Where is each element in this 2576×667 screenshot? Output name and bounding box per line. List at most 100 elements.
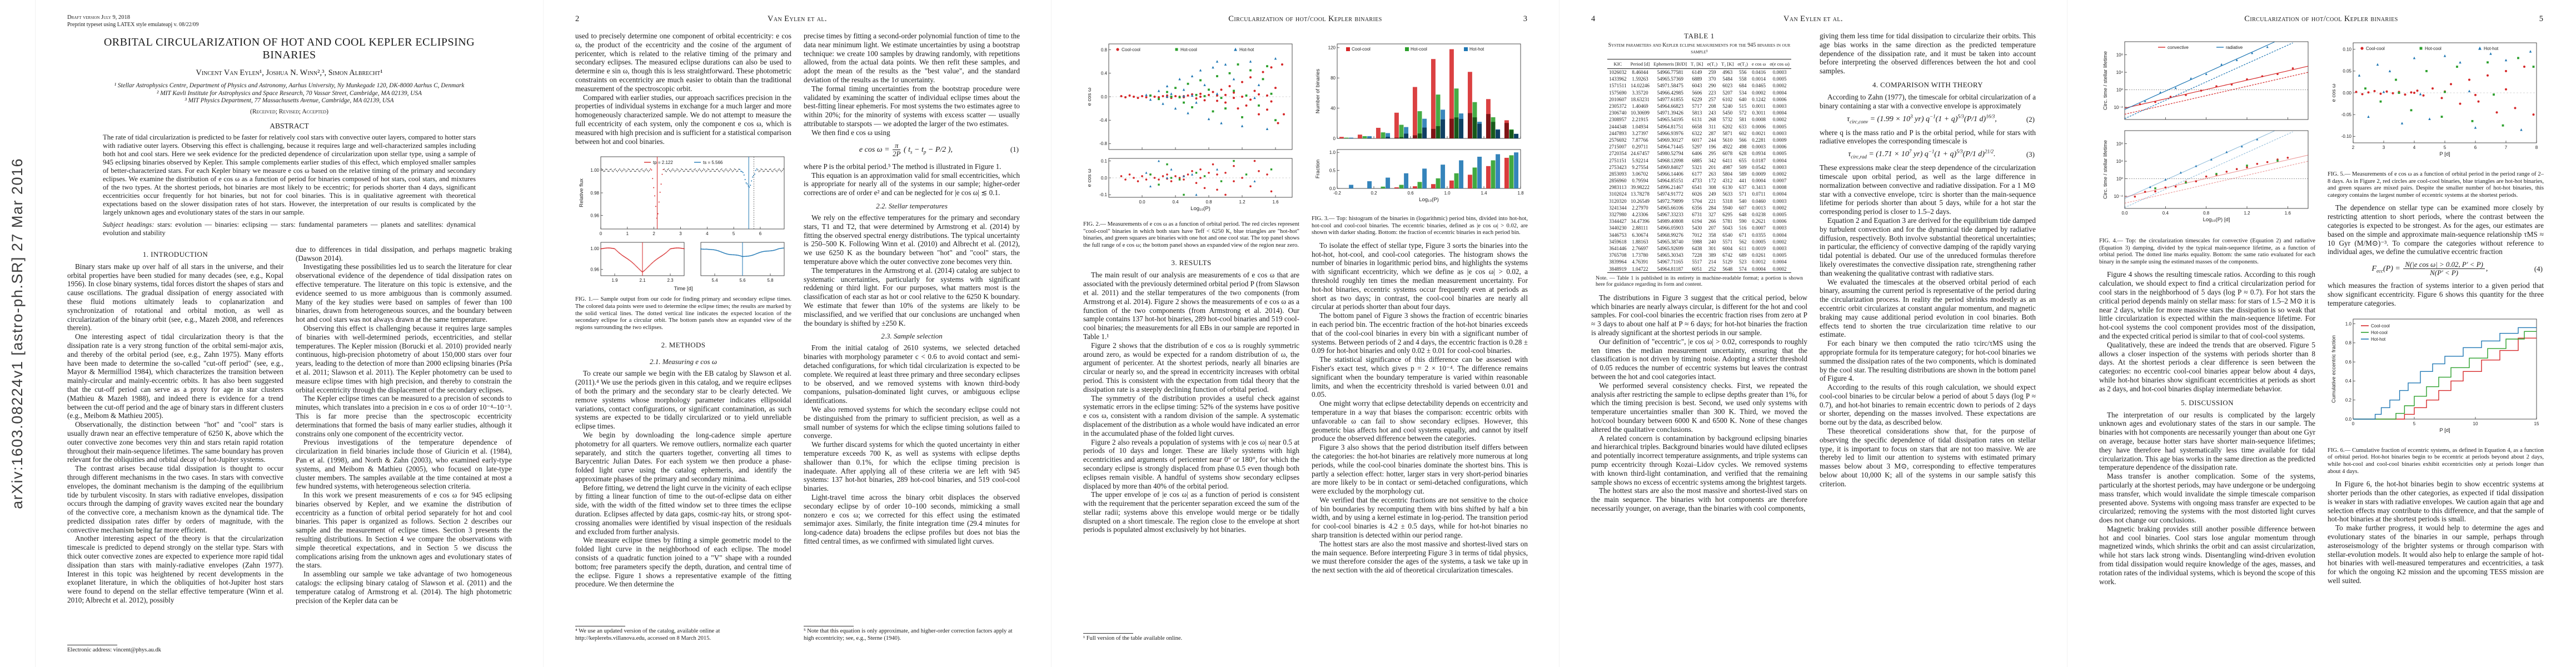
draft-header: Draft version July 9, 2018 Preprint type… [67, 14, 511, 28]
table-cell: 0.0005 [1772, 123, 1787, 130]
table-cell: 515 [1738, 103, 1747, 109]
table-row: 3641446 2.76697 54965.92699 6438 301 6004 611 0… [1607, 245, 1792, 252]
svg-text:5: 5 [2413, 421, 2416, 426]
svg-text:120: 120 [1328, 46, 1336, 51]
table-cell: 39.98222 [1631, 185, 1650, 191]
table-cell: 18.63231 [1631, 96, 1650, 102]
paragraph: Compared with earlier studies, our appro… [575, 93, 791, 146]
footnote: ¹ Full version of the table available on… [1083, 630, 1299, 642]
fig6: 0 5 10 15 0.0 0.2 0.4 0.6 0.8 1.0 P [d] Cumulative … [2328, 311, 2544, 475]
svg-text:10: 10 [2473, 421, 2478, 426]
svg-text:P [d]: P [d] [2439, 151, 2450, 157]
svg-text:1.0: 1.0 [1444, 191, 1451, 196]
column-left: 1. INTRODUCTION Binary stars make up over… [67, 245, 283, 654]
table-cell: 2753423 [1609, 164, 1627, 170]
table-cell: 54965.38740 [1657, 238, 1683, 245]
table-cell: 0.0002 [1772, 238, 1787, 245]
paragraph: We performed several consistency checks.… [1591, 381, 1807, 434]
svg-text:0.4: 0.4 [2163, 211, 2169, 216]
paragraph: The bottom panel of Figure 3 shows the f… [1312, 311, 1528, 355]
table-cell: 2856960 [1609, 178, 1627, 184]
svg-text:Hot-hot: Hot-hot [1239, 47, 1254, 52]
svg-text:Hot-hot: Hot-hot [2371, 337, 2386, 342]
svg-text:Cumulative eccentric fraction: Cumulative eccentric fraction [2331, 335, 2337, 403]
table-cell: 4.23306 [1632, 212, 1648, 218]
table-cell: 0.0002 [1772, 266, 1787, 272]
column-right: due to differences in tidal dissipation,… [296, 245, 512, 654]
svg-text:8: 8 [2535, 145, 2538, 150]
svg-text:10⁸: 10⁸ [2116, 141, 2123, 146]
svg-text:7: 7 [2505, 145, 2508, 150]
paragraph: The hottest stars are also the most mass… [1312, 539, 1528, 575]
svg-text:-0.10: -0.10 [2341, 134, 2352, 139]
table-cell: 14.02246 [1631, 83, 1650, 89]
table-cell: 6406 [1692, 151, 1702, 157]
table-cell: 655 [1738, 157, 1747, 163]
table-cell: 5043 [1722, 225, 1733, 231]
table-cell: 287 [1708, 130, 1716, 136]
footnote: ⁵ Note that this equation is only approx… [804, 624, 1020, 642]
table-cell: 0.0003 [1772, 198, 1787, 204]
paragraph: The formal timing uncertainties from the… [804, 84, 1020, 128]
page-number: 2 [575, 14, 580, 23]
table-row: 3765708 1.73780 54965.30343 7228 389 6742 689 0… [1607, 252, 1792, 258]
paragraph: Figure 4 shows the resulting timescale r… [2099, 270, 2315, 340]
svg-text:0.00: 0.00 [2343, 91, 2351, 96]
table-cell: 0.0007 [1772, 178, 1787, 184]
svg-text:Cool-cool: Cool-cool [1352, 47, 1371, 52]
fig1: 0 1 2 3 4 5 6 0.96 0.98 1.00 Relative flux tp = 2.1… [575, 149, 791, 331]
paragraph: precise times by fitting a second-order … [804, 32, 1020, 84]
figure-caption-tag: FIG. 3.— [1312, 216, 1337, 222]
column-left: used to precisely determine one componen… [575, 32, 791, 642]
table-cell: 6889 [1692, 76, 1702, 82]
table-cell: 207 [1708, 225, 1716, 231]
paragraph: In Figure 6, the hot-hot binaries begin … [2328, 480, 2544, 524]
table-column-header: σ(e cos ω) [1767, 59, 1792, 69]
footnote: ⁴ We use an updated version of the catal… [575, 624, 791, 642]
fig4-svg: 10⁻⁴ 10⁰ 10⁴ 10⁸ Circ. time / stellar lifeti… [2102, 41, 2309, 223]
table-cell: 8.46044 [1632, 69, 1648, 76]
paragraph: To isolate the effect of stellar type, F… [1312, 241, 1528, 311]
table-cell: 6295 [1722, 212, 1733, 218]
table-cell: 6.30674 [1632, 232, 1648, 238]
table-cell: 2853093 [1609, 171, 1627, 177]
table-row: 3241344 2.27970 54965.66106 6356 284 5940 607 0… [1607, 205, 1792, 211]
figure-caption-tag: FIG. 4.— [2099, 238, 2126, 244]
svg-text:Circ. time / stellar lifetime: Circ. time / stellar lifetime [2102, 51, 2109, 110]
equation-number: (3) [2026, 150, 2035, 159]
table-cell: 0.0009 [1752, 171, 1766, 177]
table-cell: 3.27397 [1632, 130, 1648, 136]
subsection-heading: 2.1. Measuring e cos ω [649, 357, 718, 366]
svg-text:Log₁₀(P): Log₁₀(P) [1419, 197, 1439, 203]
table-cell: 0.79594 [1632, 178, 1648, 184]
paragraph: We then find e cos ω using [811, 128, 890, 137]
table-cell: 602 [1738, 130, 1747, 136]
table-cell: 0.0187 [1752, 157, 1766, 163]
table-cell: 3241344 [1609, 205, 1627, 211]
table-cell: 0.0002 [1772, 171, 1787, 177]
svg-text:Circ. time / stellar lifetime: Circ. time / stellar lifetime [2102, 140, 2109, 199]
paragraph: Binary stars make up over half of all st… [67, 262, 283, 332]
table-cell: 0.0711 [1752, 191, 1766, 197]
table-row: 2305372 1.40469 54964.66823 5717 208 5240 515 0… [1607, 103, 1792, 109]
table-cell: 201 [1708, 164, 1716, 170]
svg-text:Cool-cool: Cool-cool [1122, 47, 1140, 52]
table-cell: 0.0261 [1752, 252, 1766, 258]
table-cell: 54964.66823 [1657, 103, 1683, 109]
table-cell: 6411 [1722, 157, 1733, 163]
table-cell: 5129 [1722, 259, 1733, 265]
table-cell: 566 [1738, 137, 1747, 143]
subject-text: stars: evolution — binaries: eclipsing —… [103, 220, 476, 237]
table-cell: 1.73780 [1632, 252, 1648, 258]
fig6-plot: 0 5 10 15 0.0 0.2 0.4 0.6 0.8 1.0 P [d] Cumulative … [2328, 311, 2544, 445]
paragraph: The main result of our analysis are meas… [1083, 271, 1299, 341]
table-row: 3839964 4.76391 54967.71165 5517 214 5129 523 0… [1607, 258, 1792, 265]
table-cell: 441 [1738, 178, 1747, 184]
paragraph: The contrast arises because tidal dissip… [67, 464, 283, 534]
table-cell: 611 [1739, 245, 1747, 251]
equation: Fecc(P) = N(|e cos ω| > 0.02, P′ < P) N(P… [2328, 261, 2544, 277]
table-cell: 6194 [1692, 218, 1702, 225]
table-column-header: Period [d] [1628, 59, 1652, 69]
table-cell: 562 [1738, 238, 1747, 245]
table-column-header: σ(T₁) [1705, 59, 1720, 69]
